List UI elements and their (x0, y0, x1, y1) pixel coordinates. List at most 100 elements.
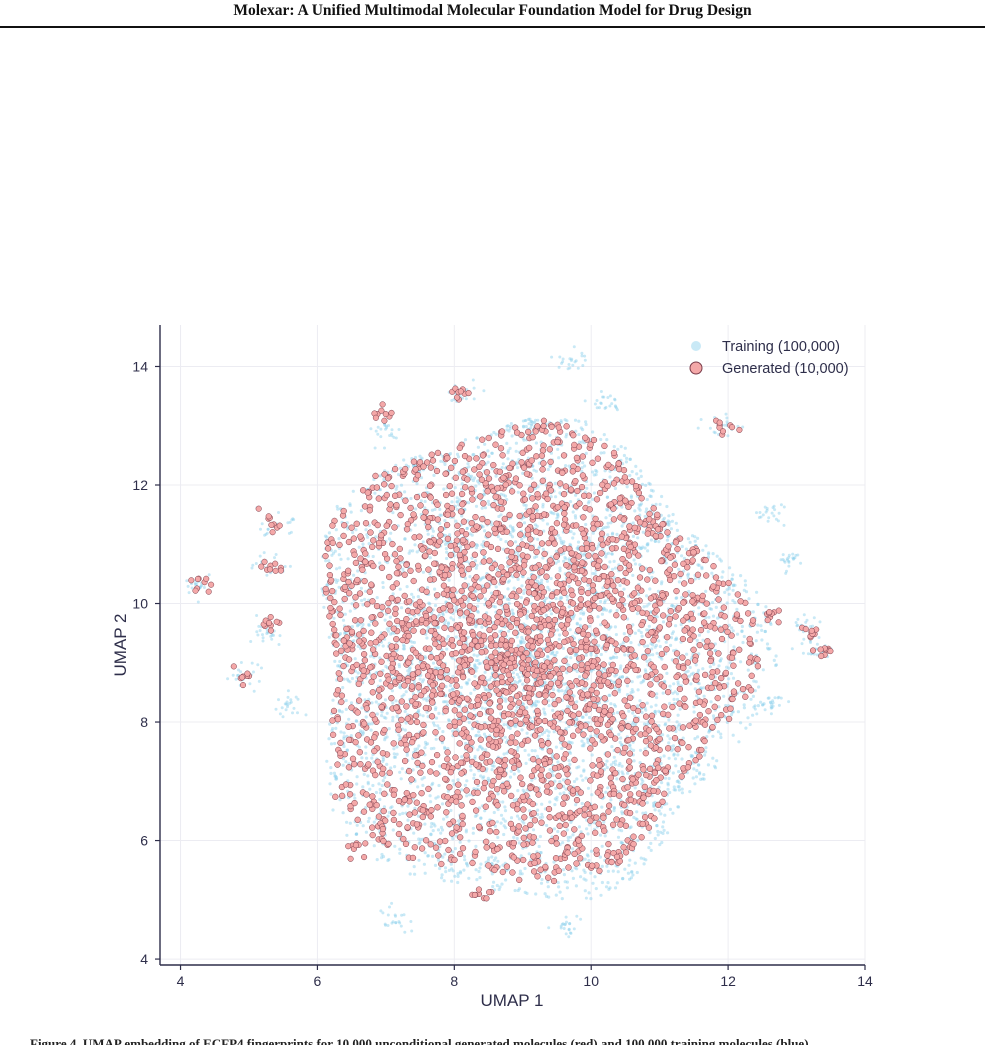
training-point (451, 779, 455, 783)
training-point (412, 831, 416, 835)
training-point (339, 772, 343, 776)
generated-point (462, 484, 469, 491)
training-point (672, 788, 676, 792)
training-point (474, 566, 478, 570)
training-point (547, 588, 551, 592)
training-point (575, 621, 579, 626)
training-point (575, 914, 579, 918)
training-point (429, 825, 433, 829)
training-point (366, 782, 370, 786)
training-point (348, 821, 352, 825)
training-point (727, 677, 731, 681)
training-point (726, 682, 730, 686)
training-point (636, 675, 640, 679)
training-point (417, 744, 421, 748)
training-point (591, 497, 595, 501)
training-point (594, 468, 598, 473)
training-point (277, 643, 281, 646)
training-point (565, 686, 570, 690)
training-point (556, 829, 560, 834)
training-point (637, 643, 641, 647)
generated-point (567, 486, 575, 493)
training-point (416, 710, 421, 714)
generated-point (557, 480, 564, 487)
training-point (202, 586, 206, 589)
training-point (446, 621, 450, 625)
training-point (668, 684, 672, 688)
training-point (653, 710, 657, 714)
training-point (676, 682, 680, 686)
training-point (515, 672, 520, 677)
training-point (713, 648, 717, 653)
training-point (563, 555, 567, 560)
training-point (636, 688, 640, 692)
generated-point (619, 596, 626, 604)
training-point (546, 880, 550, 884)
training-point (373, 446, 377, 450)
training-point (695, 638, 699, 643)
training-point (586, 854, 590, 858)
training-point (360, 706, 364, 710)
training-point (634, 817, 638, 821)
training-point (589, 669, 594, 673)
training-point (273, 556, 276, 560)
training-point (610, 532, 615, 536)
training-point (444, 870, 448, 874)
training-point (506, 424, 510, 428)
training-point (604, 552, 608, 556)
training-point (326, 583, 330, 587)
training-point (582, 611, 586, 615)
training-point (503, 494, 508, 498)
training-point (782, 505, 786, 509)
training-point (577, 432, 581, 437)
training-point (545, 728, 549, 733)
training-point (285, 700, 289, 704)
training-point (413, 806, 417, 810)
training-point (403, 709, 407, 714)
training-point (525, 891, 529, 896)
training-point (550, 355, 554, 359)
training-point (701, 667, 705, 671)
training-point (629, 747, 633, 751)
training-point (471, 831, 475, 835)
training-point (618, 688, 622, 692)
training-point (480, 506, 484, 510)
generated-point (336, 675, 344, 682)
training-point (564, 464, 568, 468)
training-point (469, 768, 473, 772)
training-point (468, 575, 472, 579)
training-point (539, 630, 544, 634)
training-point (367, 722, 372, 726)
training-point (406, 818, 410, 822)
training-point (693, 782, 697, 786)
training-point (643, 644, 647, 648)
training-point (473, 674, 477, 678)
training-point (653, 539, 657, 543)
training-point (520, 635, 524, 640)
training-point (443, 745, 447, 750)
generated-point (553, 753, 560, 760)
training-point (443, 462, 447, 466)
training-point (382, 715, 386, 720)
training-point (433, 587, 437, 591)
training-point (542, 707, 546, 711)
training-point (584, 896, 588, 900)
training-point (561, 357, 565, 361)
training-point (466, 635, 470, 639)
training-point (707, 615, 711, 619)
training-point (544, 596, 549, 600)
generated-points (188, 385, 834, 902)
training-point (700, 565, 704, 569)
training-point (624, 460, 629, 464)
training-point (335, 567, 339, 571)
training-point (474, 844, 478, 849)
training-point (615, 777, 619, 781)
training-point (671, 512, 675, 517)
training-point (486, 449, 490, 453)
training-point (774, 663, 779, 667)
training-point (451, 850, 455, 854)
training-point (666, 787, 670, 791)
training-point (729, 713, 734, 717)
training-point (569, 500, 573, 504)
training-point (595, 470, 599, 474)
